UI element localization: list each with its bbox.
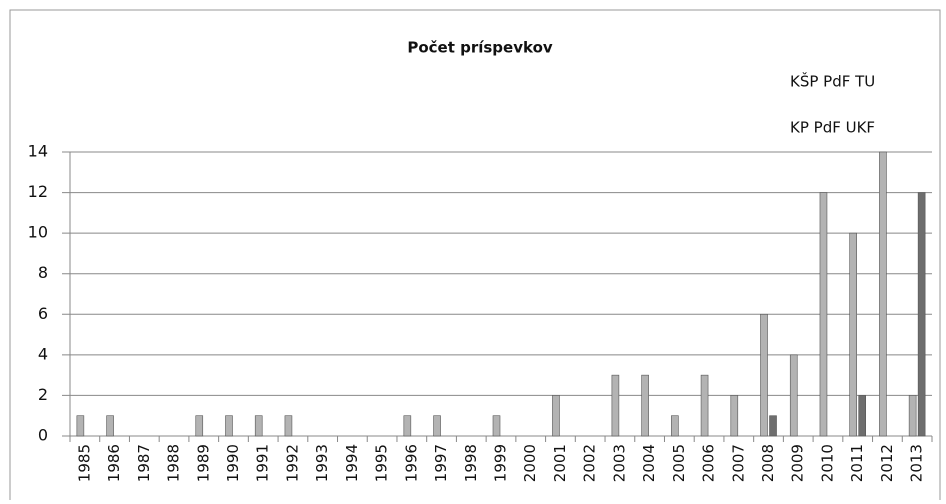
y-tick-label: 2 bbox=[38, 385, 48, 404]
x-tick-label: 1991 bbox=[254, 444, 272, 482]
bar bbox=[433, 415, 441, 437]
x-tick-label: 2013 bbox=[908, 444, 926, 482]
bar bbox=[917, 192, 926, 437]
x-tick-label: 1986 bbox=[105, 444, 123, 482]
bar bbox=[492, 415, 501, 437]
bar bbox=[225, 415, 233, 437]
x-tick-label: 1987 bbox=[135, 444, 153, 482]
bar bbox=[769, 415, 777, 437]
bar bbox=[789, 354, 798, 437]
bar bbox=[106, 415, 114, 437]
bar bbox=[403, 415, 412, 437]
x-tick-label: 1988 bbox=[165, 444, 183, 482]
x-tick-label: 2012 bbox=[878, 444, 896, 482]
legend-label: KŠP PdF TU bbox=[790, 72, 875, 91]
x-tick-label: 1992 bbox=[283, 444, 301, 482]
y-tick-label: 10 bbox=[28, 223, 48, 242]
x-tick-label: 2011 bbox=[848, 444, 866, 482]
y-tick-label: 14 bbox=[28, 142, 48, 161]
bar bbox=[819, 192, 828, 437]
x-tick-label: 2002 bbox=[581, 444, 599, 482]
x-tick-label: 2003 bbox=[610, 444, 628, 482]
x-tick-label: 1989 bbox=[194, 444, 212, 482]
x-tick-label: 2010 bbox=[818, 444, 836, 482]
bar bbox=[879, 151, 887, 437]
y-tick-label: 0 bbox=[38, 426, 48, 445]
x-tick-label: 1985 bbox=[75, 444, 93, 482]
bar bbox=[760, 313, 768, 437]
bar bbox=[849, 232, 857, 437]
x-tick-label: 2006 bbox=[700, 444, 718, 482]
y-tick-label: 6 bbox=[38, 304, 48, 323]
bar bbox=[195, 415, 204, 437]
x-tick-label: 1995 bbox=[373, 444, 391, 482]
bar bbox=[858, 395, 866, 437]
y-tick-label: 4 bbox=[38, 344, 48, 363]
x-tick-label: 1996 bbox=[402, 444, 420, 482]
x-tick-label: 1999 bbox=[492, 444, 510, 482]
bar bbox=[641, 374, 649, 437]
y-tick-label: 8 bbox=[38, 263, 48, 282]
bar bbox=[908, 395, 917, 437]
bar bbox=[730, 395, 739, 437]
x-tick-label: 1998 bbox=[462, 444, 480, 482]
bar bbox=[254, 415, 263, 437]
bar bbox=[284, 415, 293, 437]
x-tick-label: 1997 bbox=[432, 444, 450, 482]
bar bbox=[700, 374, 709, 437]
bar bbox=[611, 374, 620, 437]
x-tick-label: 1993 bbox=[313, 444, 331, 482]
bar bbox=[671, 415, 679, 437]
chart-frame bbox=[9, 9, 941, 504]
x-tick-label: 2000 bbox=[521, 444, 539, 482]
legend-label: KP PdF UKF bbox=[790, 119, 875, 137]
x-tick-label: 2005 bbox=[670, 444, 688, 482]
y-tick-label: 12 bbox=[28, 182, 48, 201]
bar bbox=[552, 395, 560, 437]
chart-title: Počet príspevkov bbox=[407, 39, 553, 57]
x-tick-label: 2001 bbox=[551, 444, 569, 482]
x-tick-label: 2008 bbox=[759, 444, 777, 482]
x-tick-label: 2004 bbox=[640, 444, 658, 482]
x-tick-label: 1990 bbox=[224, 444, 242, 482]
x-tick-label: 1994 bbox=[343, 444, 361, 482]
bar bbox=[76, 415, 85, 437]
x-tick-label: 2009 bbox=[789, 444, 807, 482]
x-tick-label: 2007 bbox=[729, 444, 747, 482]
